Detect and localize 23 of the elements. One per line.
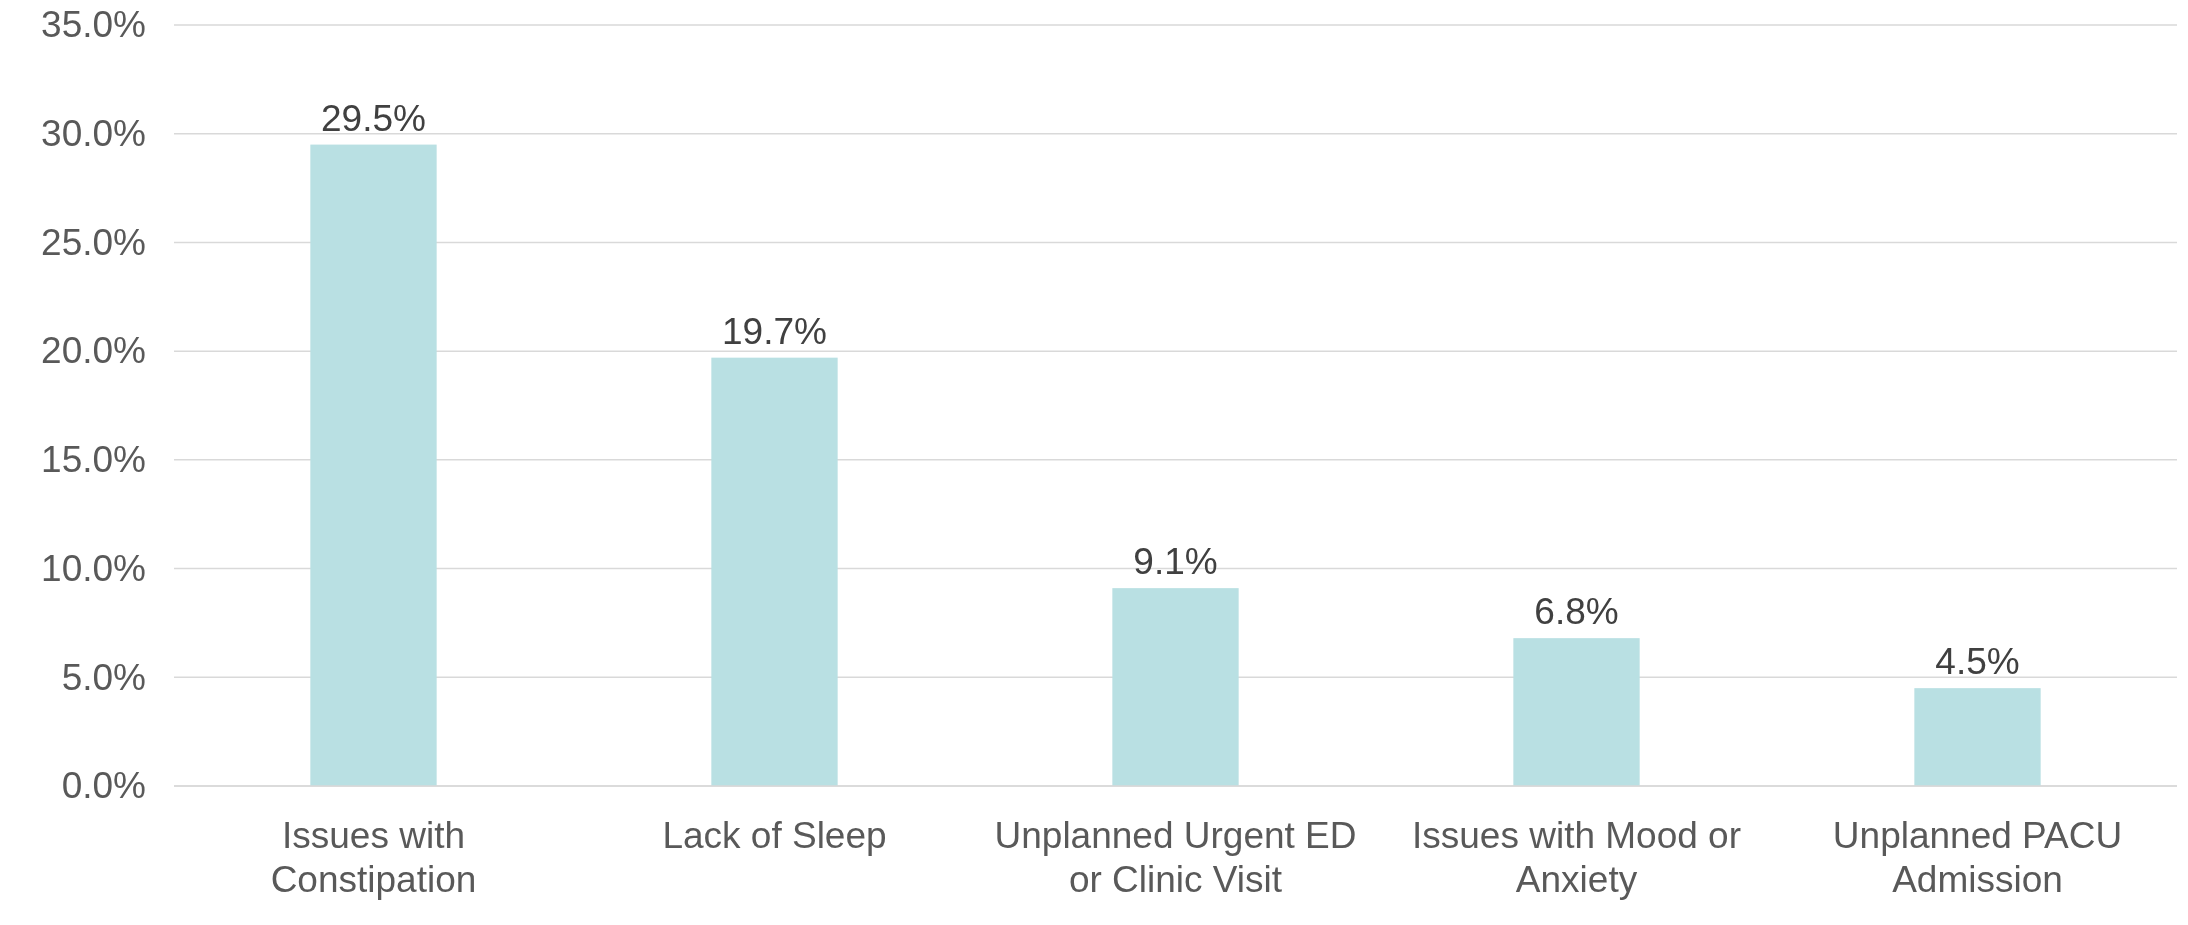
data-label: 19.7% [722, 310, 827, 352]
y-tick-label: 0.0% [61, 765, 146, 807]
y-tick-label: 25.0% [41, 221, 146, 263]
y-tick-label: 35.0% [41, 4, 146, 46]
x-tick-label: Issues with Mood or Anxiety [1411, 815, 1742, 900]
data-label: 9.1% [1133, 541, 1218, 583]
x-tick-label: Issues with Constipation [270, 815, 477, 900]
bar [1513, 638, 1640, 786]
bar [310, 144, 437, 786]
y-tick-label: 20.0% [41, 330, 146, 372]
bar [1914, 688, 2041, 786]
y-tick-label: 30.0% [41, 113, 146, 155]
y-tick-label: 15.0% [41, 439, 146, 481]
data-label: 6.8% [1534, 591, 1619, 633]
y-tick-label: 5.0% [61, 656, 146, 698]
bar [1112, 588, 1239, 786]
y-tick-label: 10.0% [41, 547, 146, 589]
x-tick-label: Unplanned Urgent ED or Clinic Visit [994, 815, 1357, 900]
data-label: 29.5% [321, 97, 426, 139]
bar [711, 357, 838, 786]
data-label: 4.5% [1935, 641, 2020, 683]
x-tick-label: Lack of Sleep [662, 815, 887, 856]
x-tick-label: Unplanned PACU Admission [1832, 815, 2123, 900]
